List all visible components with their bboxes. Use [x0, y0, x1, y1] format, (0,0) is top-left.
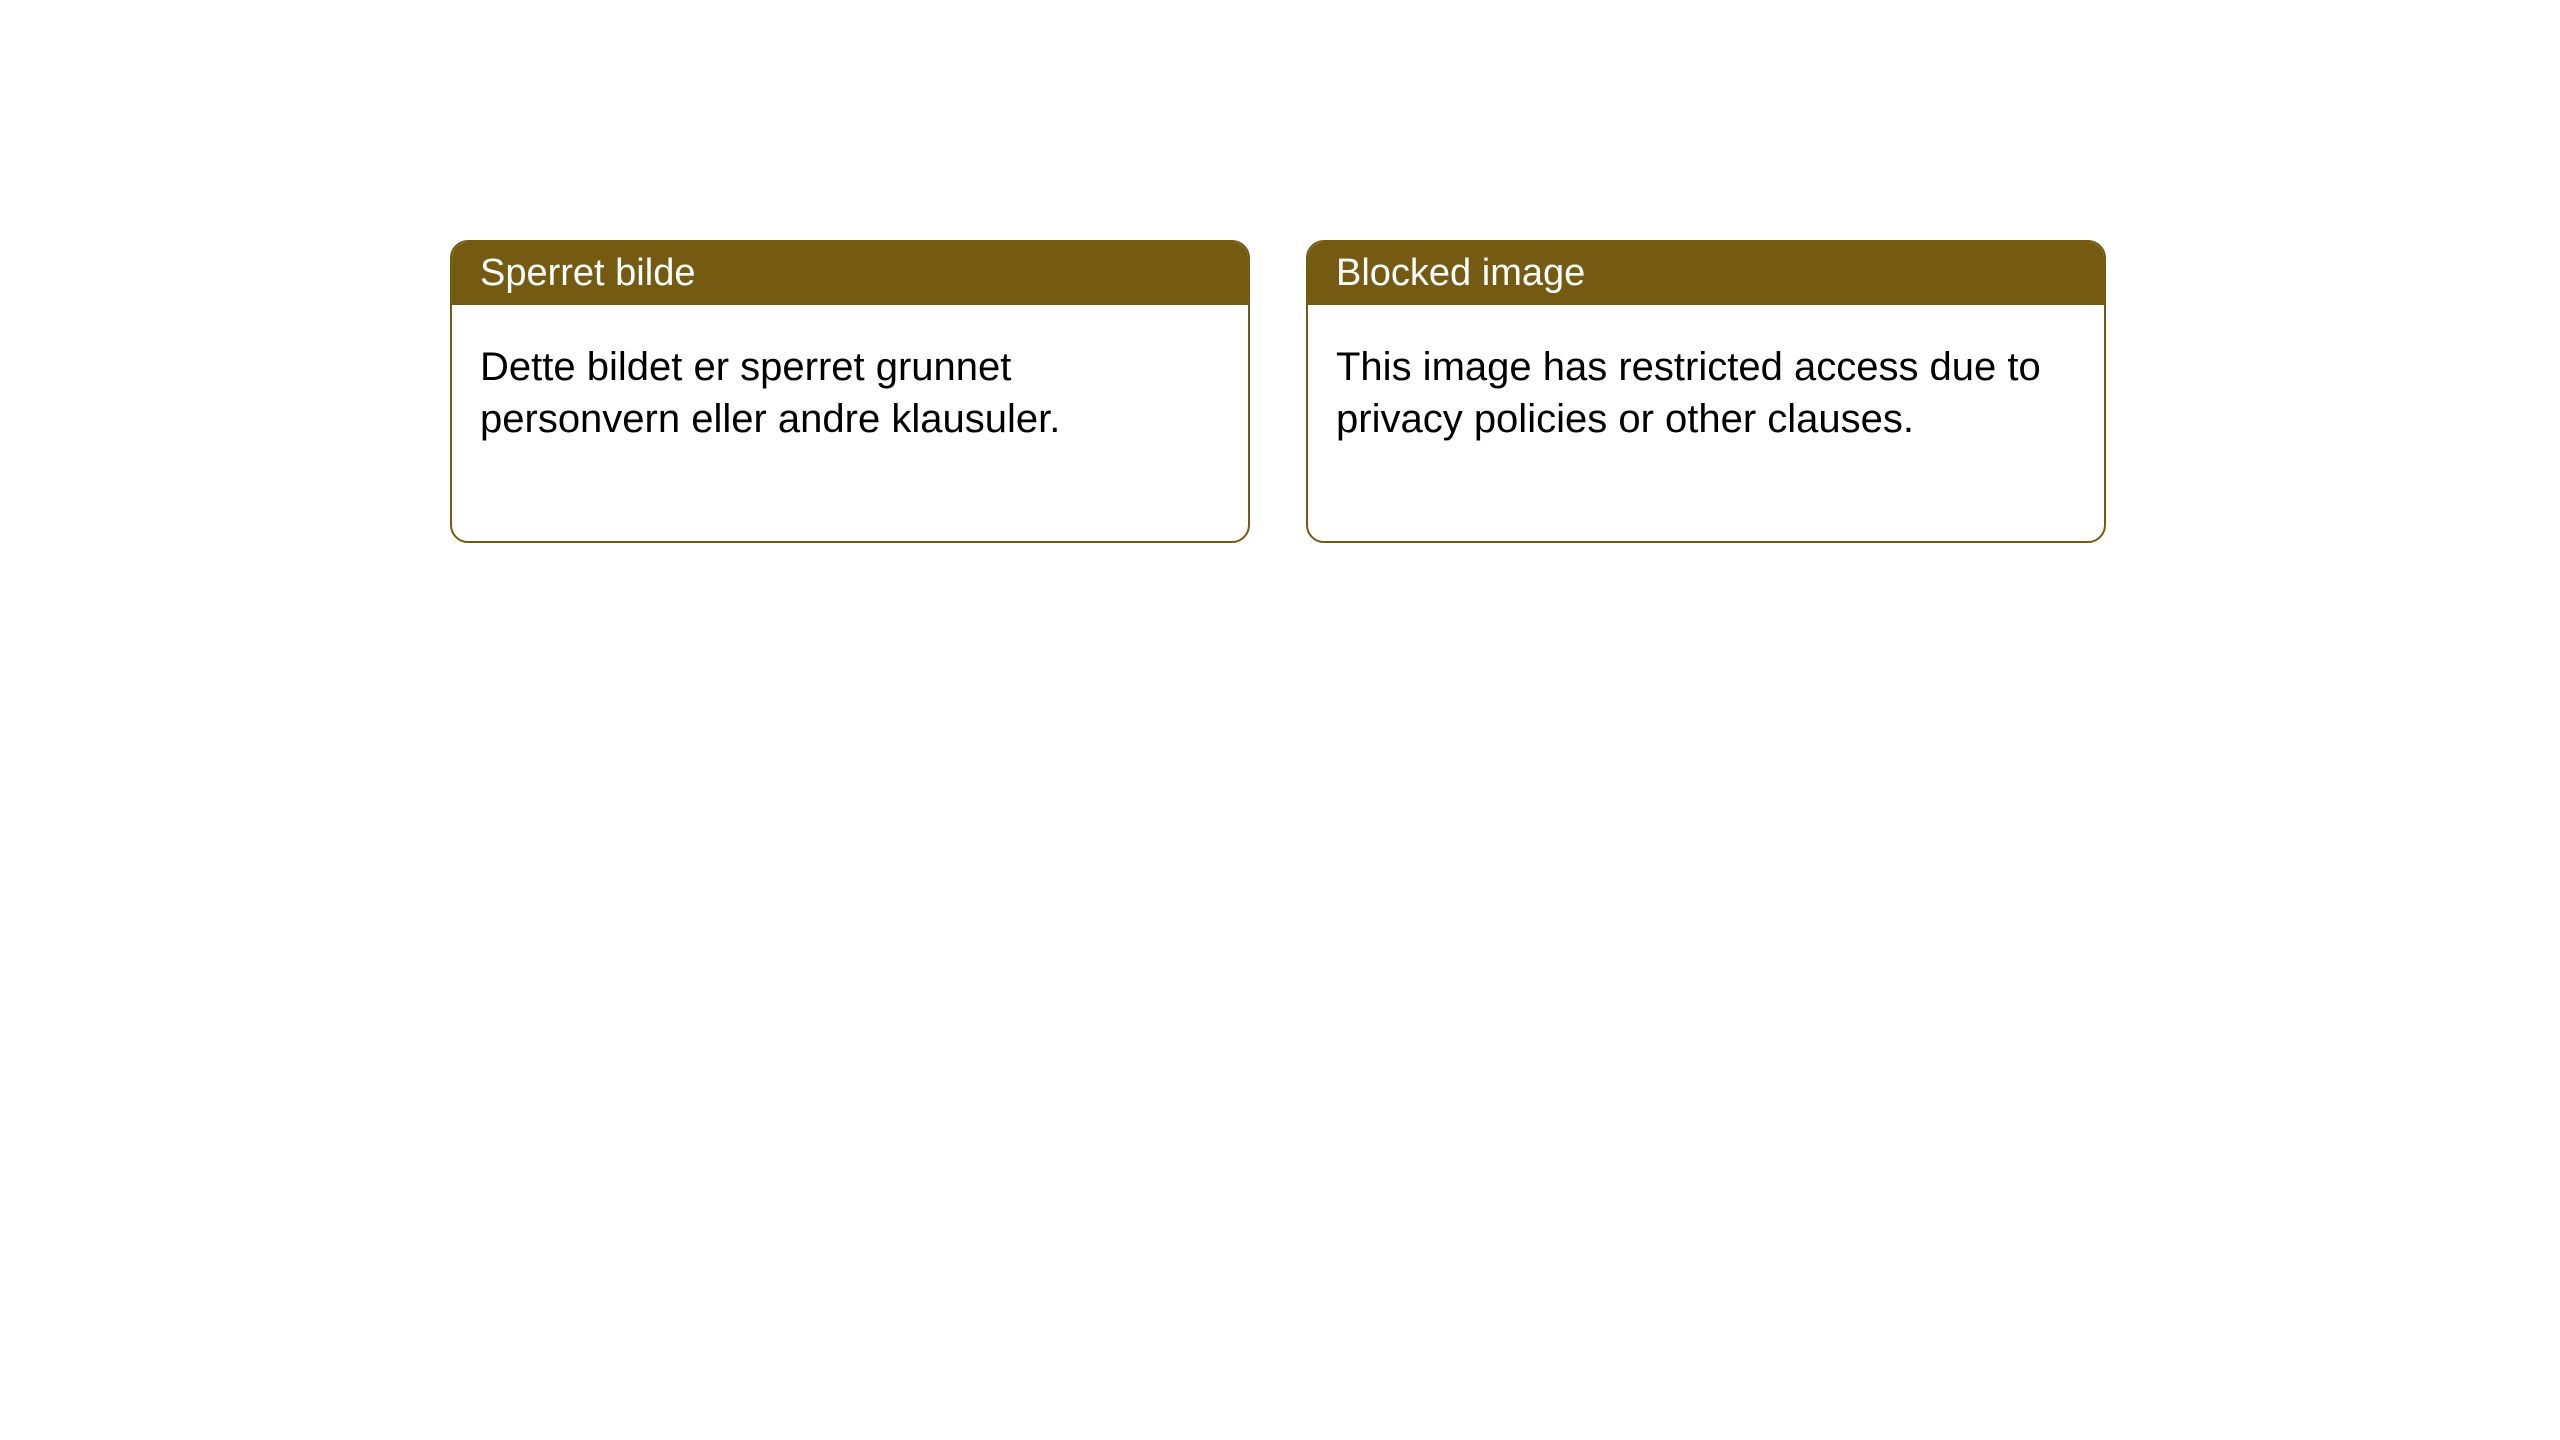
notice-message-no: Dette bildet er sperret grunnet personve… — [480, 345, 1060, 441]
notice-title-no: Sperret bilde — [480, 252, 695, 294]
notice-header-en: Blocked image — [1308, 242, 2104, 305]
notice-body-no: Dette bildet er sperret grunnet personve… — [452, 305, 1248, 541]
notice-card-no: Sperret bilde Dette bildet er sperret gr… — [450, 240, 1250, 543]
notice-card-en: Blocked image This image has restricted … — [1306, 240, 2106, 543]
notice-message-en: This image has restricted access due to … — [1336, 345, 2041, 441]
notice-title-en: Blocked image — [1336, 252, 1585, 294]
notice-header-no: Sperret bilde — [452, 242, 1248, 305]
notice-body-en: This image has restricted access due to … — [1308, 305, 2104, 541]
notice-container: Sperret bilde Dette bildet er sperret gr… — [450, 240, 2106, 543]
